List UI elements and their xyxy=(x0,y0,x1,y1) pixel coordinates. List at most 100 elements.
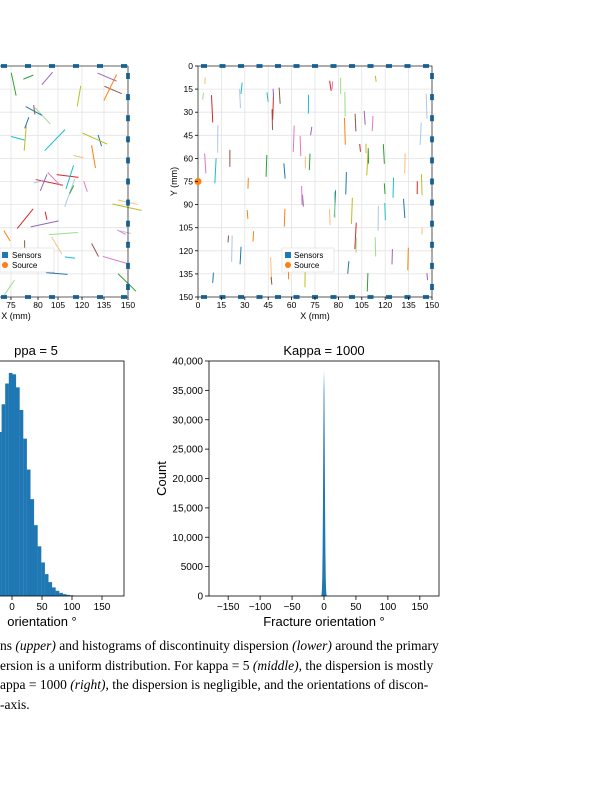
fracture-line xyxy=(33,180,42,184)
x-tick-label: 135 xyxy=(402,300,416,310)
fracture-line xyxy=(83,181,88,192)
fracture-line xyxy=(117,229,127,235)
y-tick-label: 15 xyxy=(184,84,194,94)
histogram-bar xyxy=(8,372,13,596)
caption-segment: ersion is a uniform distribution. For ka… xyxy=(0,657,253,673)
fracture-line xyxy=(16,208,34,229)
fracture-line xyxy=(91,243,99,257)
histogram-bar xyxy=(48,582,53,596)
y-tick-label: 135 xyxy=(179,269,193,279)
x-tick-label: 80 xyxy=(33,300,43,310)
x-tick-label: 150 xyxy=(425,300,439,310)
fracture-line xyxy=(374,237,377,257)
x-tick-label: 75 xyxy=(310,300,320,310)
histogram-bar xyxy=(12,374,17,596)
histogram-bar xyxy=(19,409,24,596)
x-tick-label: 150 xyxy=(94,602,111,613)
fracture-line xyxy=(46,272,68,275)
fracture-line xyxy=(69,185,75,194)
fracture-line xyxy=(227,235,230,243)
caption-segment: and histograms of discontinuity dispersi… xyxy=(55,638,293,653)
fracture-line xyxy=(239,88,241,109)
y-tick-label: 10,000 xyxy=(172,533,203,544)
legend-sensors-label: Sensors xyxy=(12,251,41,260)
fracture-line xyxy=(117,273,137,292)
caption-segment: , the dispersion is mostly xyxy=(298,657,434,673)
fracture-line xyxy=(34,107,51,125)
fracture-line xyxy=(333,192,336,218)
x-tick-label: 75 xyxy=(6,300,16,310)
y-tick-label: 105 xyxy=(179,223,193,233)
caption-segment: (upper) xyxy=(15,638,56,653)
fracture-line xyxy=(246,209,249,219)
fracture-line xyxy=(102,255,127,264)
y-tick-label: 150 xyxy=(179,292,193,302)
y-tick-label: 0 xyxy=(197,592,203,603)
x-axis-label: Fracture orientation ° xyxy=(263,614,385,629)
caption-line: -axis. xyxy=(0,695,599,715)
fracture-line xyxy=(383,183,386,195)
fracture-line xyxy=(64,256,76,259)
fracture-line xyxy=(39,174,48,191)
fracture-line xyxy=(363,110,366,125)
y-tick-label: 120 xyxy=(179,246,193,256)
x-tick-label: 120 xyxy=(378,300,392,310)
fracture-line xyxy=(56,174,79,178)
histogram-bar xyxy=(1,404,6,596)
x-tick-label: 150 xyxy=(121,300,135,310)
fracture-line xyxy=(210,95,214,123)
x-axis-label: orientation ° xyxy=(7,614,77,629)
fracture-line xyxy=(41,71,53,86)
fracture-line xyxy=(10,72,17,96)
x-tick-label: 15 xyxy=(217,300,227,310)
x-tick-label: 50 xyxy=(350,602,362,613)
fracture-line xyxy=(301,194,304,207)
fracture-line xyxy=(384,202,386,221)
caption-segment: (right) xyxy=(70,677,106,692)
x-tick-label: 30 xyxy=(240,300,250,310)
fracture-line xyxy=(270,277,273,285)
y-tick-label: 60 xyxy=(184,153,194,163)
upper-right-fracture-map: 0 15 30 45 60 75 80 105 120 135 150015304560759010… xyxy=(169,61,439,321)
fracture-line xyxy=(24,117,30,129)
histogram-bar xyxy=(44,574,49,596)
x-axis-label: X (mm) xyxy=(1,311,31,321)
y-tick-label: 90 xyxy=(184,200,194,210)
fracture-line xyxy=(371,115,374,132)
caption-line: ersion is a uniform distribution. For ka… xyxy=(0,656,599,676)
fracture-line xyxy=(204,153,207,174)
legend-source-swatch xyxy=(2,262,8,268)
caption-segment: ns xyxy=(0,638,16,653)
fracture-line xyxy=(270,257,273,281)
legend-source-label: Source xyxy=(12,261,38,270)
caption-segment: around the primary xyxy=(331,638,439,653)
caption-segment: (middle) xyxy=(252,657,299,673)
histogram-bar xyxy=(0,431,2,596)
fracture-line xyxy=(331,81,334,90)
fracture-line xyxy=(347,261,350,274)
fracture-line xyxy=(265,154,268,177)
fracture-line xyxy=(299,136,302,157)
histogram-bar xyxy=(66,594,71,596)
fracture-line xyxy=(354,222,357,250)
fracture-line xyxy=(65,165,75,190)
fracture-line xyxy=(350,197,353,224)
lower-right-histogram: Kappa = 1000 −150 −100 −50 0 50 100 150 0 5000 10,… xyxy=(154,343,440,629)
fracture-line xyxy=(420,174,423,196)
fracture-line xyxy=(345,172,347,195)
fracture-line xyxy=(239,246,242,265)
fracture-line xyxy=(266,92,269,102)
x-tick-label: 0 xyxy=(196,300,201,310)
fracture-line xyxy=(252,231,255,242)
fracture-line xyxy=(308,153,311,171)
fracture-line xyxy=(47,172,61,186)
x-tick-label: 0 xyxy=(321,602,327,613)
y-tick-label: 30 xyxy=(184,107,194,117)
caption-segment: (lower) xyxy=(292,638,332,653)
histogram-bar xyxy=(55,590,60,596)
fracture-line xyxy=(25,106,43,116)
fracture-line xyxy=(35,179,63,186)
fracture-line xyxy=(82,132,108,145)
fracture-line xyxy=(51,236,63,255)
